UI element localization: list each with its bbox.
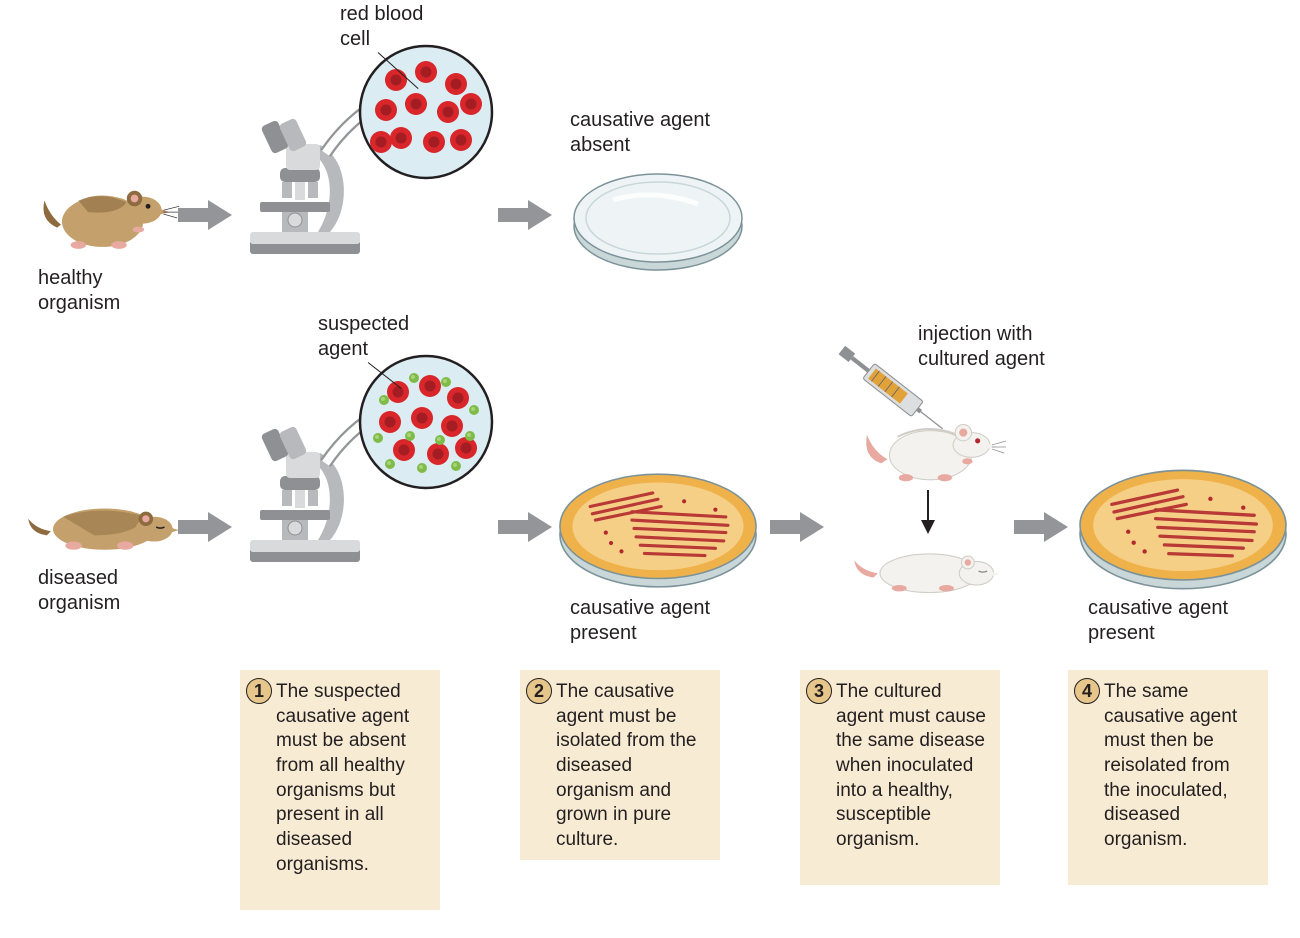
arrow-icon: [1014, 510, 1068, 544]
petri-culture-icon: [1078, 466, 1288, 592]
postulate-1: 1 The suspected causative agent must be …: [240, 670, 440, 910]
arrow-icon: [178, 198, 232, 232]
healthy-organism-label: healthy organism: [38, 266, 120, 316]
postulate-number: 1: [246, 678, 272, 704]
postulate-2: 2 The causative agent must be isolated f…: [520, 670, 720, 860]
agent-present-label: causative agent present: [570, 596, 710, 646]
postulate-text: The cultured agent must cause the same d…: [836, 681, 986, 850]
postulate-text: The causative agent must be isolated fro…: [556, 681, 696, 850]
postulate-number: 3: [806, 678, 832, 704]
agent-absent-label: causative agent absent: [570, 108, 710, 158]
postulate-number: 2: [526, 678, 552, 704]
healthy-mouse-icon: [30, 170, 180, 260]
down-arrow-icon: [918, 490, 938, 534]
postulate-text: The same causative agent must then be re…: [1104, 681, 1237, 850]
blood-sample-diseased-icon: [356, 352, 496, 492]
petri-empty-icon: [568, 170, 748, 280]
rbc-label: red blood cell: [340, 2, 423, 52]
arrow-icon: [178, 510, 232, 544]
arrow-icon: [498, 510, 552, 544]
suspected-agent-label: suspected agent: [318, 312, 409, 362]
petri-culture-icon: [558, 470, 758, 590]
diseased-mouse-icon: [22, 490, 182, 560]
arrow-icon: [498, 198, 552, 232]
postulate-3: 3 The cultured agent must cause the same…: [800, 670, 1000, 885]
diseased-organism-label: diseased organism: [38, 566, 120, 616]
postulate-text: The suspected causative agent must be ab…: [276, 681, 409, 875]
blood-sample-healthy-icon: [356, 42, 496, 182]
agent-present-label-2: causative agent present: [1088, 596, 1228, 646]
postulate-number: 4: [1074, 678, 1100, 704]
diseased-white-mouse-icon: [850, 540, 1000, 600]
injection-label: injection with cultured agent: [918, 322, 1045, 372]
arrow-icon: [770, 510, 824, 544]
healthy-white-mouse-icon: [856, 406, 1006, 488]
postulate-4: 4 The same causative agent must then be …: [1068, 670, 1268, 885]
